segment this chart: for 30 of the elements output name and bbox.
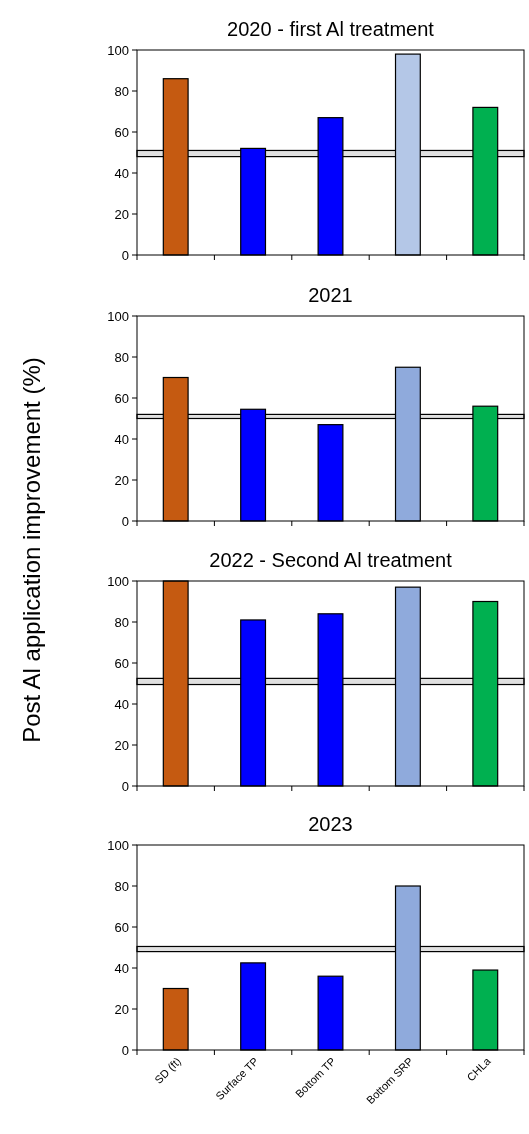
y-tick-label: 40 <box>114 960 129 976</box>
y-tick-label: 80 <box>114 349 129 365</box>
y-tick-label: 0 <box>121 778 129 794</box>
y-tick-label: 60 <box>114 124 129 140</box>
y-tick-label: 20 <box>114 1001 129 1017</box>
y-tick-label: 60 <box>114 919 129 935</box>
y-tick-label: 60 <box>114 390 129 406</box>
y-tick-label: 80 <box>114 83 129 99</box>
x-tick-label: SD (ft) <box>152 1054 184 1086</box>
y-tick-label: 80 <box>114 614 129 630</box>
y-tick-label: 80 <box>114 878 129 894</box>
y-tick-label: 20 <box>114 737 129 753</box>
y-tick-label: 20 <box>114 206 129 222</box>
y-tick-label: 40 <box>114 165 129 181</box>
y-tick-label: 0 <box>121 513 129 529</box>
chart-title: 2020 - first Al treatment <box>227 18 435 40</box>
y-tick-label: 60 <box>114 655 129 671</box>
chart-title: 2021 <box>308 284 353 306</box>
chart-title: 2023 <box>308 813 353 835</box>
y-tick-label: 100 <box>107 308 129 324</box>
y-tick-label: 20 <box>114 472 129 488</box>
y-tick-label: 0 <box>121 247 129 263</box>
y-tick-label: 0 <box>121 1042 129 1058</box>
y-tick-label: 40 <box>114 696 129 712</box>
y-tick-label: 100 <box>107 837 129 853</box>
y-axis-title: Post Al application improvement (%) <box>18 357 45 743</box>
y-tick-label: 40 <box>114 431 129 447</box>
chart-title: 2022 - Second Al treatment <box>209 549 453 571</box>
y-tick-label: 100 <box>107 573 129 589</box>
y-tick-label: 100 <box>107 42 129 58</box>
